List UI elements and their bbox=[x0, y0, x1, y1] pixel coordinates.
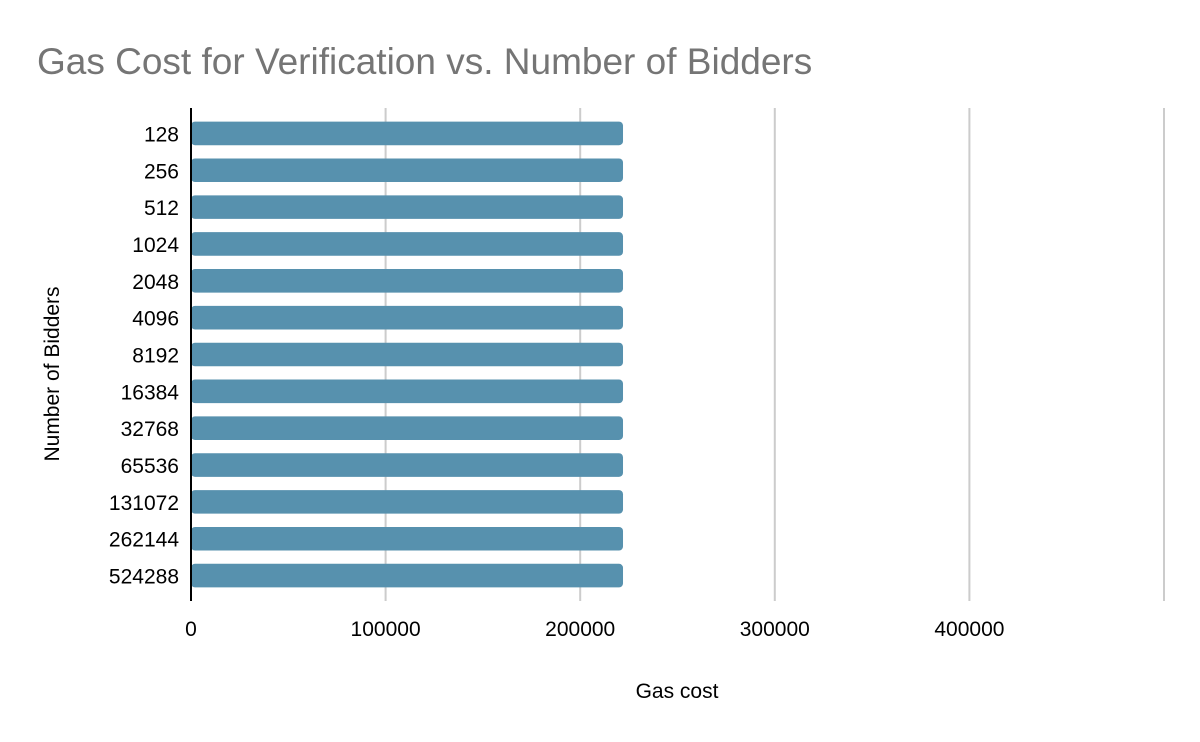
y-tick-label: 2048 bbox=[132, 271, 179, 294]
bar bbox=[191, 232, 624, 256]
x-tick-label: 100000 bbox=[351, 618, 421, 641]
chart-title: Gas Cost for Verification vs. Number of … bbox=[37, 41, 812, 82]
x-tick-label: 200000 bbox=[545, 618, 615, 641]
x-tick-labels: 0 100000 200000 300000 400000 bbox=[185, 618, 1004, 641]
y-tick-label: 512 bbox=[144, 197, 179, 220]
y-tick-label: 4096 bbox=[132, 308, 179, 331]
bar bbox=[191, 453, 624, 477]
bar bbox=[191, 269, 624, 293]
y-tick-labels: 128 256 512 1024 2048 4096 8192 16384 32768 65536… bbox=[109, 123, 179, 588]
gridlines bbox=[384, 108, 1165, 601]
bar bbox=[191, 342, 624, 367]
y-tick-label: 16384 bbox=[121, 381, 180, 404]
y-tick-label: 1024 bbox=[132, 234, 179, 257]
x-tick-label: 0 bbox=[185, 618, 197, 641]
bars bbox=[191, 121, 624, 588]
y-tick-label: 256 bbox=[144, 160, 179, 183]
y-tick-label: 8192 bbox=[132, 345, 179, 368]
bar bbox=[191, 305, 624, 330]
y-tick-label: 32768 bbox=[121, 418, 179, 441]
y-axis-title: Number of Bidders bbox=[41, 286, 64, 461]
x-axis-title: Gas cost bbox=[636, 680, 719, 703]
y-tick-label: 131072 bbox=[109, 492, 179, 515]
y-tick-label: 65536 bbox=[121, 455, 179, 478]
bar bbox=[191, 490, 624, 514]
bar bbox=[191, 379, 624, 404]
y-tick-label: 524288 bbox=[109, 566, 179, 589]
y-tick-label: 128 bbox=[144, 123, 179, 146]
bar bbox=[191, 121, 624, 146]
x-tick-label: 400000 bbox=[934, 618, 1004, 641]
bar bbox=[191, 158, 624, 183]
bar bbox=[191, 563, 624, 588]
bar bbox=[191, 416, 624, 440]
bar bbox=[191, 526, 624, 551]
bar bbox=[191, 195, 624, 219]
x-tick-label: 300000 bbox=[740, 618, 810, 641]
y-tick-label: 262144 bbox=[109, 529, 179, 552]
